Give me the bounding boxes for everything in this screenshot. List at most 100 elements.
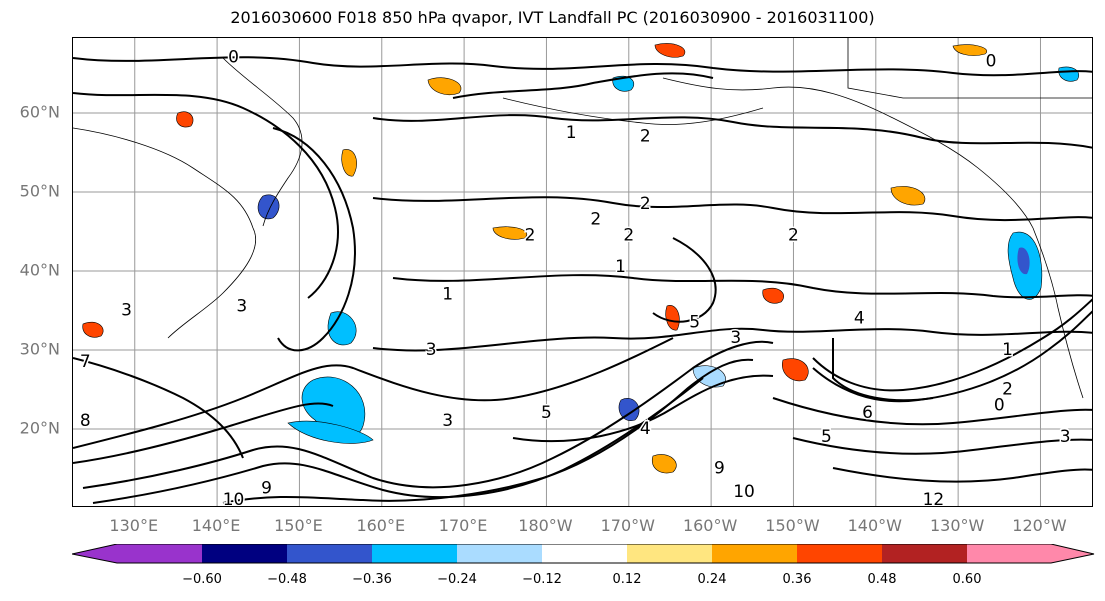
alaska-coastline	[662, 77, 1034, 229]
contour-label: 9	[714, 459, 725, 479]
aleutian-arc	[502, 97, 764, 125]
longitude-label: 150°W	[765, 516, 820, 535]
longitude-label: 120°W	[1012, 516, 1067, 535]
contour-label: 0	[986, 52, 997, 72]
contour-label: 3	[730, 328, 741, 348]
moisture-blob-orange	[665, 305, 680, 331]
contour-label: 2	[1002, 380, 1013, 400]
moisture-blob-orange	[651, 454, 677, 474]
longitude-label: 180°W	[518, 516, 573, 535]
contour-line	[73, 357, 244, 459]
colorbar-tick-label: −0.36	[352, 572, 392, 587]
colorbar-cell	[202, 544, 288, 563]
moisture-blob-darkblue	[618, 398, 640, 421]
contour-label: 4	[640, 419, 651, 439]
moisture-blob-light	[612, 75, 635, 92]
colorbar-cell	[712, 544, 798, 563]
asia-coastline	[73, 127, 257, 339]
contour-line	[82, 340, 774, 489]
longitude-label: 170°E	[438, 516, 488, 535]
contour-line	[372, 196, 1092, 222]
colorbar-outline	[72, 544, 1095, 564]
contour-line	[372, 327, 1092, 352]
contour-label: 6	[862, 403, 873, 423]
contour-line	[652, 237, 717, 323]
contour-line	[73, 92, 339, 299]
latitude-label: 60°N	[19, 102, 60, 122]
contour-label: 7	[80, 352, 91, 372]
colorbar-cell	[287, 544, 373, 563]
contour-label: 2	[590, 210, 601, 230]
contour-line	[222, 358, 754, 504]
contour-label: 9	[261, 478, 272, 498]
contour-label: 1	[615, 257, 626, 277]
longitude-label: 170°W	[600, 516, 655, 535]
longitude-label: 130°E	[109, 516, 159, 535]
contour-label: 3	[121, 301, 132, 321]
contour-line	[92, 377, 704, 504]
contour-line	[832, 467, 1092, 483]
colorbar-tick-label: −0.24	[437, 572, 477, 587]
grid-lines	[73, 38, 1092, 506]
contour-label: 3	[426, 340, 437, 360]
contour-line	[73, 56, 1092, 77]
colorbar-tick-label: −0.48	[267, 572, 307, 587]
map-panel: 0 0 1 2 2 2 2 2 2 1 1 3 3 4 5 3 1 2 0 3 3 4 5 6 5 9 10 12 10 9 8 7 3	[72, 37, 1093, 507]
contour-lines	[73, 56, 1092, 504]
contour-line	[772, 397, 1092, 426]
moisture-blob-orange	[341, 149, 357, 177]
contour-label: 10	[733, 482, 755, 502]
moisture-blob-blue	[287, 420, 374, 444]
latitude-label: 50°N	[19, 181, 60, 201]
contour-label: 8	[80, 411, 91, 431]
colorbar-tick-label: 0.60	[952, 572, 982, 587]
colorbar	[72, 544, 1095, 564]
colorbar-tick-label: 0.36	[782, 572, 812, 587]
contour-line	[812, 310, 1092, 403]
colorbar-cell	[542, 544, 628, 563]
north-america-coastline	[1032, 227, 1084, 399]
colorbar-cell	[967, 544, 1051, 563]
longitude-label: 130°W	[929, 516, 985, 535]
contour-line	[512, 374, 774, 443]
colorbar-cell	[117, 544, 202, 563]
moisture-blob-orange	[427, 77, 462, 96]
map-title: 2016030600 F018 850 hPa qvapor, IVT Land…	[230, 8, 875, 27]
colorbar-tick-label: 0.24	[697, 572, 727, 587]
longitude-label: 140°E	[191, 516, 241, 535]
moisture-blob-orange	[492, 226, 528, 240]
latitude-label: 20°N	[19, 418, 60, 438]
moisture-blob-red	[176, 111, 194, 128]
coastlines	[73, 38, 1092, 399]
contour-label: 0	[228, 48, 239, 68]
contour-label: 5	[541, 403, 552, 423]
colorbar-cell	[627, 544, 713, 563]
colorbar-cell	[882, 544, 968, 563]
moisture-blob-light	[1058, 66, 1079, 82]
contour-label: 1	[566, 123, 577, 143]
contour-line	[812, 298, 1092, 392]
contour-line	[792, 437, 1092, 455]
canada-border	[847, 38, 1092, 99]
contour-label: 0	[994, 395, 1005, 415]
moisture-blob-orange	[82, 321, 104, 338]
contour-label: 10	[223, 490, 245, 507]
longitude-label: 160°E	[356, 516, 406, 535]
contour-label: 4	[854, 308, 865, 328]
moisture-shading	[82, 43, 1079, 474]
moisture-blob-red	[654, 43, 686, 58]
colorbar-tick-label: −0.12	[522, 572, 562, 587]
contour-label: 2	[640, 194, 651, 214]
contour-label: 2	[788, 225, 799, 245]
contour-line	[272, 127, 356, 352]
longitude-label: 140°W	[847, 516, 902, 535]
moisture-blob-red	[782, 358, 809, 382]
moisture-blob-darkblue	[257, 194, 280, 220]
colorbar-tick-label: 0.12	[612, 572, 642, 587]
contour-line	[73, 337, 674, 449]
contour-line	[452, 72, 714, 99]
contour-line	[392, 274, 1092, 299]
contour-label: 3	[236, 297, 247, 317]
